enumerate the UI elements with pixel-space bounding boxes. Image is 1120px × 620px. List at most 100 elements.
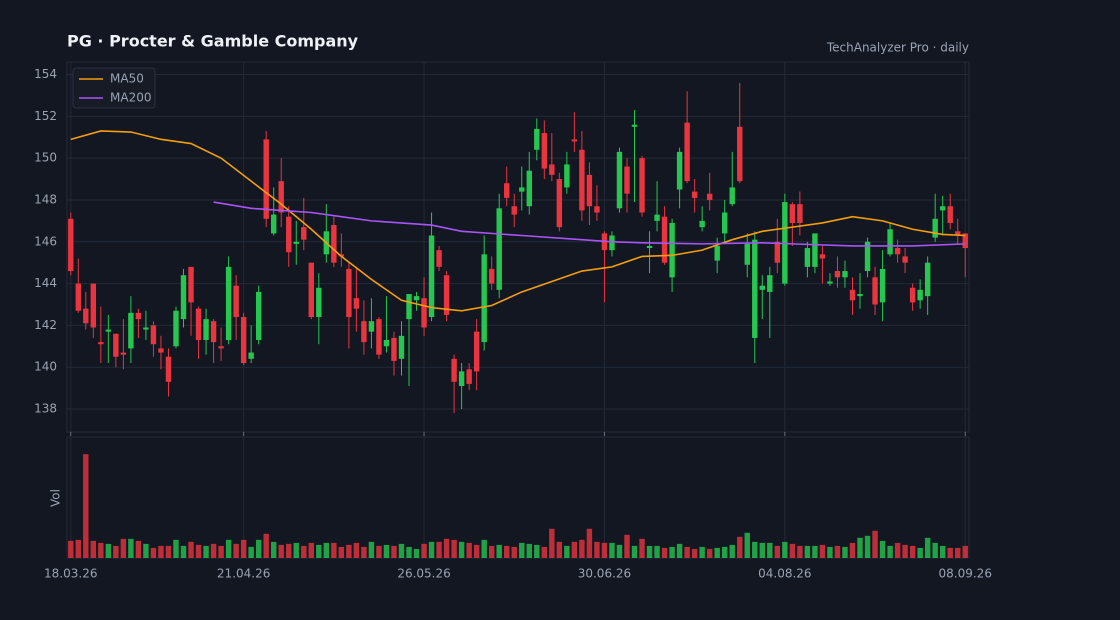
volume-bar <box>601 542 608 558</box>
x-tick-label: 21.04.26 <box>217 567 270 581</box>
candle-body <box>293 241 299 244</box>
candle-body <box>361 321 367 343</box>
volume-label: Vol <box>49 489 63 507</box>
volume-bar <box>661 547 668 558</box>
candle-body <box>684 122 690 182</box>
price-panel <box>66 61 970 433</box>
volume-bar <box>586 528 593 558</box>
volume-bar <box>368 541 375 558</box>
candle-body <box>195 308 202 341</box>
y-tick-label: 140 <box>34 360 57 374</box>
candle-body <box>188 266 194 303</box>
volume-bar <box>774 545 781 558</box>
candle-body <box>128 312 134 349</box>
volume-bar <box>398 543 405 558</box>
candle-body <box>737 126 743 182</box>
candle-body <box>526 170 532 207</box>
volume-bar <box>83 454 89 558</box>
candle-body <box>842 271 848 278</box>
volume-bar <box>767 542 773 558</box>
candle-body <box>173 310 179 347</box>
volume-bar <box>699 546 705 558</box>
volume-bar <box>594 541 600 558</box>
volume-bar <box>676 543 683 558</box>
volume-bar <box>278 544 284 558</box>
volume-bar <box>504 545 510 558</box>
candle-body <box>797 204 803 223</box>
volume-bar <box>571 541 578 558</box>
volume-bar <box>248 546 254 558</box>
volume-bar <box>646 545 653 558</box>
candle-body <box>752 239 758 338</box>
volume-bar <box>428 541 435 558</box>
candle-body <box>519 187 525 192</box>
volume-bar <box>105 543 112 558</box>
candle-body <box>586 174 593 207</box>
y-tick-label: 146 <box>34 234 57 248</box>
candle-body <box>887 229 893 255</box>
volume-bar <box>609 542 615 558</box>
candle-body <box>428 235 435 318</box>
volume-bar <box>654 545 660 558</box>
candle-body <box>436 250 442 267</box>
volume-bar <box>819 544 826 558</box>
volume-bar <box>631 545 638 558</box>
volume-bar <box>331 542 337 558</box>
volume-bar <box>361 546 367 558</box>
candle-body <box>98 342 104 345</box>
candle-body <box>488 268 495 284</box>
volume-bar <box>541 546 548 558</box>
volume-bar <box>834 545 841 558</box>
y-tick-label: 152 <box>34 109 57 123</box>
volume-bar <box>443 538 450 558</box>
volume-bar <box>263 533 269 558</box>
candle-body <box>631 124 638 127</box>
candle-body <box>165 356 172 382</box>
volume-bar <box>947 547 953 558</box>
y-tick-label: 150 <box>34 151 57 165</box>
candle-body <box>654 214 660 221</box>
candle-body <box>534 128 540 150</box>
candle-body <box>812 233 818 267</box>
volume-bar <box>519 542 525 558</box>
volume-bar <box>511 546 517 558</box>
volume-bar <box>924 537 931 558</box>
volume-bar <box>173 539 179 558</box>
candle-body <box>932 218 938 238</box>
volume-bar <box>864 535 871 558</box>
volume-bar <box>939 545 946 558</box>
candle-body <box>135 312 142 320</box>
volume-bar <box>917 547 923 558</box>
volume-bar <box>759 542 765 558</box>
candle-body <box>120 352 127 355</box>
candle-body <box>481 254 487 343</box>
candle-body <box>255 291 262 341</box>
chart-subtitle: TechAnalyzer Pro · daily <box>826 41 969 55</box>
candle-body <box>857 294 863 297</box>
candle-body <box>872 277 878 305</box>
volume-bar <box>804 545 811 558</box>
candle-body <box>646 245 653 249</box>
candle-body <box>346 268 352 318</box>
volume-bar <box>616 544 623 558</box>
volume-bar <box>233 543 239 558</box>
volume-bar <box>135 540 142 558</box>
volume-bar <box>797 545 803 558</box>
volume-bar <box>481 539 487 558</box>
candle-body <box>180 275 187 320</box>
candle-body <box>691 191 698 198</box>
candle-body <box>849 289 856 301</box>
volume-bar <box>165 545 172 558</box>
volume-bar <box>308 542 314 558</box>
volume-bar <box>842 546 848 558</box>
volume-bar <box>143 543 149 558</box>
candle-body <box>556 179 563 228</box>
volume-bar <box>383 544 390 558</box>
candle-body <box>406 294 412 320</box>
volume-bar <box>113 545 119 558</box>
volume-bar <box>218 545 224 558</box>
volume-bar <box>894 542 901 558</box>
volume-bar <box>737 536 743 558</box>
volume-bar <box>338 546 345 558</box>
volume-bar <box>812 545 818 558</box>
